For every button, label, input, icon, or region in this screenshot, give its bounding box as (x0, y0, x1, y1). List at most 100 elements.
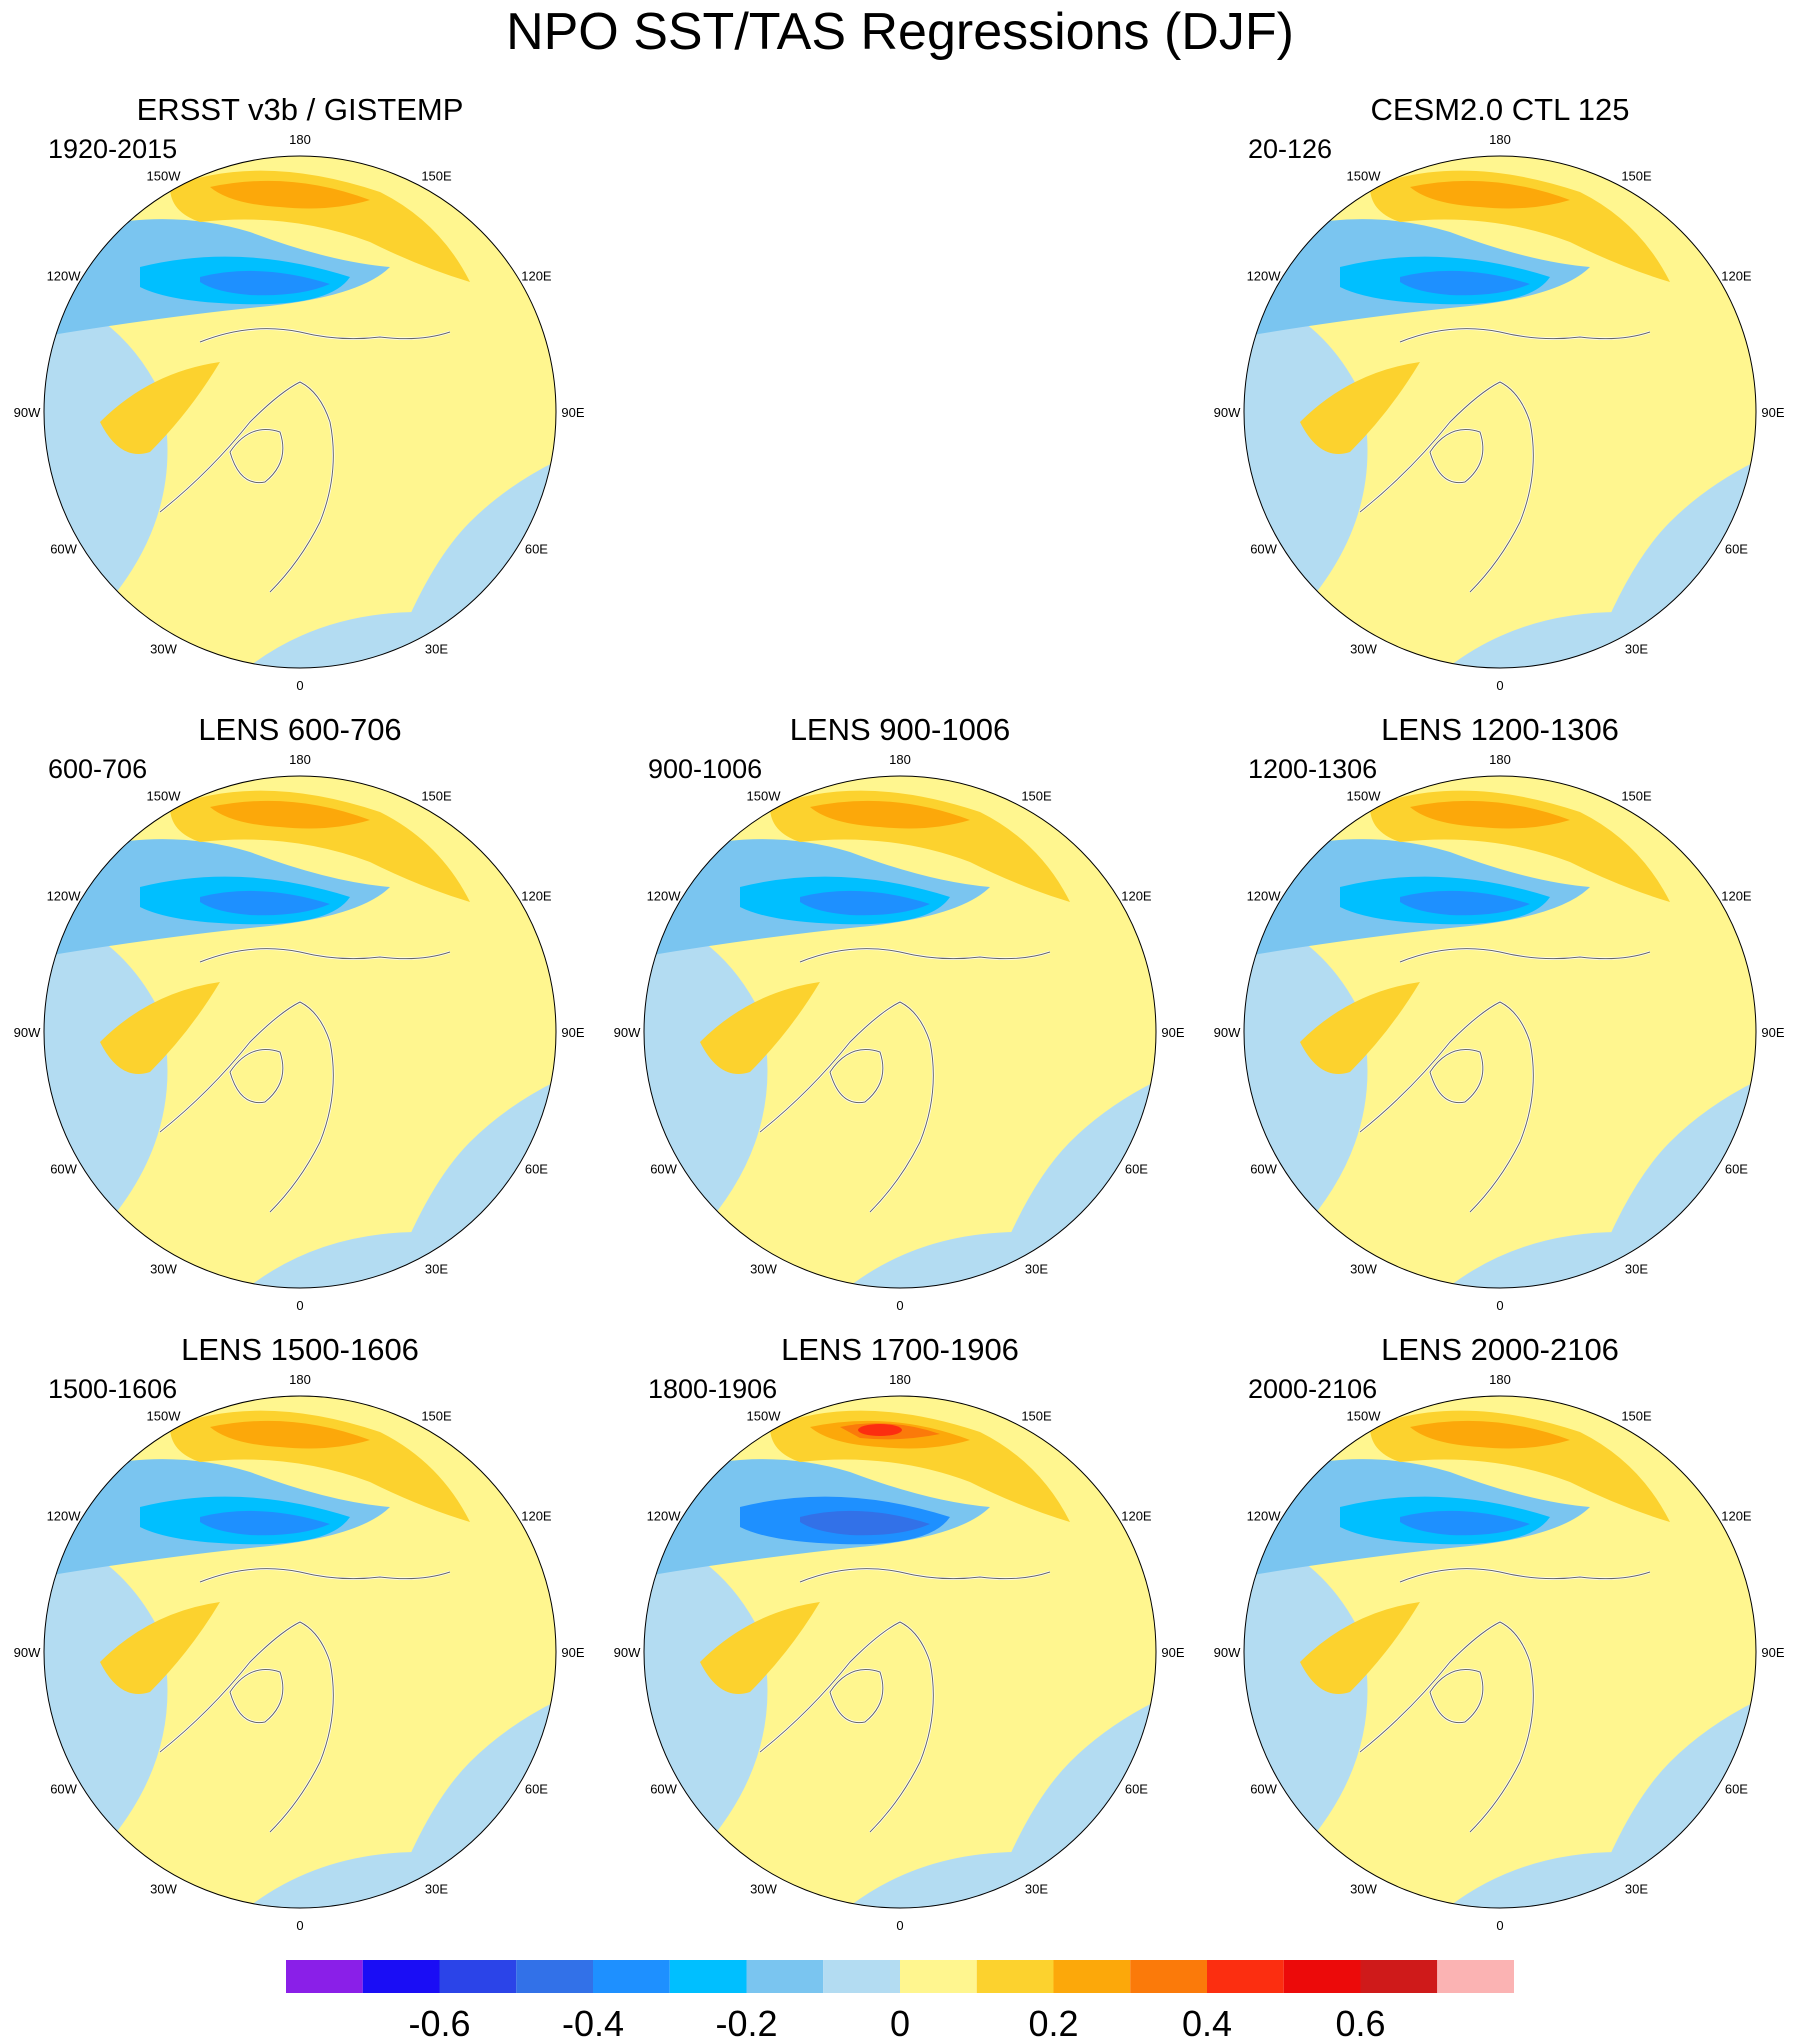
longitude-label: 30W (1350, 1881, 1377, 1896)
regression-field (644, 1396, 1156, 1908)
longitude-label: 30E (1025, 1261, 1048, 1276)
longitude-label: 30E (1025, 1881, 1048, 1896)
longitude-label: 90W (14, 1025, 41, 1040)
longitude-label: 120E (521, 269, 552, 284)
panel-title: CESM2.0 CTL 125 (1370, 92, 1630, 127)
map-boundary (1243, 1395, 1757, 1909)
longitude-label: 0 (896, 1918, 903, 1933)
longitude-label: 90W (14, 405, 41, 420)
longitude-label: 90W (614, 1645, 641, 1660)
longitude-label: 180 (289, 1372, 311, 1387)
longitude-label: 180 (1489, 752, 1511, 767)
longitude-label: 60W (50, 1782, 77, 1797)
longitude-label: 90W (1214, 405, 1241, 420)
longitude-label: 120E (1721, 889, 1752, 904)
longitude-label: 30E (1625, 1881, 1648, 1896)
longitude-label: 60W (1250, 1162, 1277, 1177)
longitude-label: 0 (296, 678, 303, 693)
longitude-label: 0 (896, 1298, 903, 1313)
colorbar-tick-label: -0.6 (408, 2003, 470, 2040)
map-boundary (43, 155, 557, 669)
longitude-label: 150E (1021, 789, 1052, 804)
panel-period-label: 1800-1906 (648, 1374, 778, 1404)
colorbar-swatch (1360, 1960, 1438, 1993)
longitude-label: 120W (47, 1509, 82, 1524)
panel-title: ERSST v3b / GISTEMP (136, 92, 464, 127)
longitude-label: 30W (750, 1261, 777, 1276)
longitude-label: 30W (150, 641, 177, 656)
colorbar-swatch (1437, 1960, 1514, 1993)
longitude-label: 180 (1489, 1372, 1511, 1387)
longitude-label: 150E (1621, 789, 1652, 804)
polar-map: 180 150E 120E 90E 60E 30E 0 30W 60W 90W 120W 150W (14, 132, 585, 693)
map-boundary (1243, 155, 1757, 669)
page-title: NPO SST/TAS Regressions (DJF) (506, 3, 1294, 61)
longitude-label: 60E (1125, 1782, 1148, 1797)
longitude-label: 120E (1721, 1509, 1752, 1524)
longitude-label: 90E (561, 1645, 584, 1660)
colorbar-swatch (1130, 1960, 1207, 1993)
colorbar-swatch (823, 1960, 900, 1993)
colorbar: -0.6 -0.4 -0.2 0 0.2 0.4 0.6 (286, 1960, 1514, 2040)
longitude-label: 90E (561, 405, 584, 420)
longitude-label: 120E (1121, 889, 1152, 904)
map-boundary (43, 775, 557, 1289)
longitude-label: 30E (1625, 641, 1648, 656)
map-panel-lens1500: LENS 1500-1606 180 150E 120E 90E 60E 30E 0 30W 60… (0, 1332, 600, 1952)
map-panel-ersst: ERSST v3b / GISTEMP 180 150E 120E 90E 60E 30E 0… (0, 92, 600, 712)
longitude-label: 0 (296, 1298, 303, 1313)
longitude-label: 90W (1214, 1645, 1241, 1660)
longitude-label: 120W (1247, 269, 1282, 284)
longitude-label: 150E (1621, 1409, 1652, 1424)
longitude-label: 30E (1625, 1261, 1648, 1276)
regression-field (1244, 776, 1756, 1288)
colorbar-tick-label: -0.4 (562, 2003, 624, 2040)
longitude-label: 60E (525, 1162, 548, 1177)
colorbar-swatch (976, 1960, 1054, 1993)
map-boundary (643, 775, 1157, 1289)
longitude-label: 180 (889, 1372, 911, 1387)
map-boundary (1243, 775, 1757, 1289)
regression-field (44, 156, 556, 668)
map-boundary (43, 1395, 557, 1909)
longitude-label: 90E (1761, 1645, 1784, 1660)
longitude-label: 120E (521, 1509, 552, 1524)
longitude-label: 60E (1725, 1782, 1748, 1797)
longitude-label: 180 (889, 752, 911, 767)
longitude-label: 150E (1621, 169, 1652, 184)
panel-title: LENS 900-1006 (789, 712, 1011, 747)
longitude-label: 120E (1121, 1509, 1152, 1524)
panel-period-label: 600-706 (48, 754, 148, 784)
colorbar-swatch (1053, 1960, 1131, 1993)
map-panel-lens600: LENS 600-706 180 150E 120E 90E 60E 30E 0 30W 60W 9… (0, 712, 600, 1332)
panel-period-label: 1920-2015 (48, 134, 178, 164)
polar-map: 180 150E 120E 90E 60E 30E 0 30W 60W 90W 120W 150W (1214, 132, 1785, 693)
longitude-label: 60W (50, 1162, 77, 1177)
longitude-label: 90E (1161, 1025, 1184, 1040)
panel-period-label: 1200-1306 (1248, 754, 1378, 784)
coastline-detail (159, 1568, 451, 1833)
polar-map: 180 150E 120E 90E 60E 30E 0 30W 60W 90W 120W 150W (1214, 1372, 1785, 1933)
regression-field (1244, 156, 1756, 668)
colorbar-swatch (439, 1960, 517, 1993)
longitude-label: 150W (747, 1409, 782, 1424)
colorbar-tick-label: 0.2 (1028, 2003, 1078, 2040)
coastline-detail (759, 948, 1051, 1213)
colorbar-swatch (746, 1960, 824, 1993)
regression-field (44, 1396, 556, 1908)
longitude-label: 30W (150, 1261, 177, 1276)
colorbar-swatch (900, 1960, 977, 1993)
longitude-label: 90E (561, 1025, 584, 1040)
map-panel-lens1200: LENS 1200-1306 180 150E 120E 90E 60E 30E 0 30W 60… (1200, 712, 1800, 1332)
longitude-label: 120E (521, 889, 552, 904)
coastline-detail (759, 1568, 1051, 1833)
panel-title: LENS 2000-2106 (1381, 1332, 1619, 1367)
polar-map: 180 150E 120E 90E 60E 30E 0 30W 60W 90W 120W 150W (1214, 752, 1785, 1313)
panel-period-label: 2000-2106 (1248, 1374, 1378, 1404)
longitude-label: 150E (421, 169, 452, 184)
longitude-label: 180 (1489, 132, 1511, 147)
polar-map: 180 150E 120E 90E 60E 30E 0 30W 60W 90W 120W 150W (614, 1372, 1185, 1933)
map-panel-lens2000: LENS 2000-2106 180 150E 120E 90E 60E 30E 0 30W 60… (1200, 1332, 1800, 1952)
map-panel-ctl: CESM2.0 CTL 125 180 150E 120E 90E 60E 30E 0 30W 6… (1200, 92, 1800, 712)
longitude-label: 90W (614, 1025, 641, 1040)
